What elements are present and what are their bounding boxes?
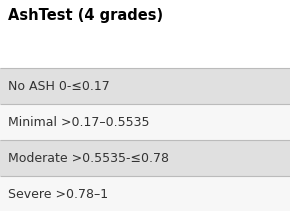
Text: Moderate >0.5535-≤0.78: Moderate >0.5535-≤0.78 (8, 151, 169, 165)
Bar (0, 104, 290, 140)
Bar (0, 68, 290, 104)
Text: AshTest (4 grades): AshTest (4 grades) (8, 8, 163, 23)
Text: Severe >0.78–1: Severe >0.78–1 (8, 188, 108, 200)
Bar (0, 140, 290, 176)
Text: Minimal >0.17–0.5535: Minimal >0.17–0.5535 (8, 115, 150, 128)
Text: No ASH 0-≤0.17: No ASH 0-≤0.17 (8, 80, 110, 92)
Bar (0, 176, 290, 211)
